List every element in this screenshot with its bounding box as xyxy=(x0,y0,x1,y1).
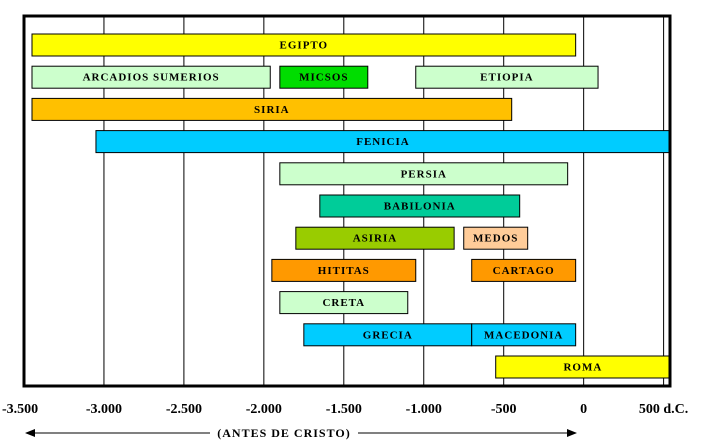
x-tick-label: -1.000 xyxy=(406,402,442,417)
bar xyxy=(31,65,271,89)
bar xyxy=(415,65,599,89)
bar xyxy=(295,226,455,250)
plot-frame xyxy=(22,14,672,388)
x-tick-label: -1.500 xyxy=(326,402,362,417)
bar xyxy=(31,97,513,121)
bar xyxy=(271,258,417,282)
bar-label: EGIPTO xyxy=(280,40,329,52)
bar-label: BABILONIA xyxy=(384,201,456,213)
bar-label: ASIRIA xyxy=(353,233,398,245)
bar-label: MEDOS xyxy=(473,233,518,245)
bar xyxy=(279,162,569,186)
bar xyxy=(471,323,577,347)
x-tick-label: 500 d.C. xyxy=(639,402,688,417)
bar xyxy=(319,194,521,218)
x-tick-label: -500 xyxy=(491,402,517,417)
bar-label: FENICIA xyxy=(356,136,409,148)
bar xyxy=(279,65,369,89)
bar-label: MICSOS xyxy=(299,72,348,84)
bar-label: PERSIA xyxy=(401,168,447,180)
bar-label: ETIOPIA xyxy=(480,72,533,84)
bar-label: CARTAGO xyxy=(493,265,555,277)
x-tick-label: -2.000 xyxy=(246,402,282,417)
annotation: (ANTES DE CRISTO) xyxy=(217,426,350,440)
bar-label: ROMA xyxy=(563,362,602,374)
bar-label: MACEDONIA xyxy=(484,329,563,341)
bar-label: HITITAS xyxy=(318,265,370,277)
bar xyxy=(279,291,409,315)
bar-label: ARCADIOS SUMERIOS xyxy=(83,72,220,84)
x-tick-label: -3.000 xyxy=(86,402,122,417)
bar-label: SIRIA xyxy=(254,104,290,116)
x-tick-label: -3.500 xyxy=(2,402,38,417)
annotation-bg xyxy=(210,425,358,441)
x-tick-label: -2.500 xyxy=(166,402,202,417)
bar xyxy=(463,226,529,250)
bar xyxy=(31,33,577,57)
bar-label: GRECIA xyxy=(363,329,413,341)
x-tick-label: 0 xyxy=(580,402,587,417)
bar-label: CRETA xyxy=(322,297,365,309)
bar xyxy=(471,258,577,282)
